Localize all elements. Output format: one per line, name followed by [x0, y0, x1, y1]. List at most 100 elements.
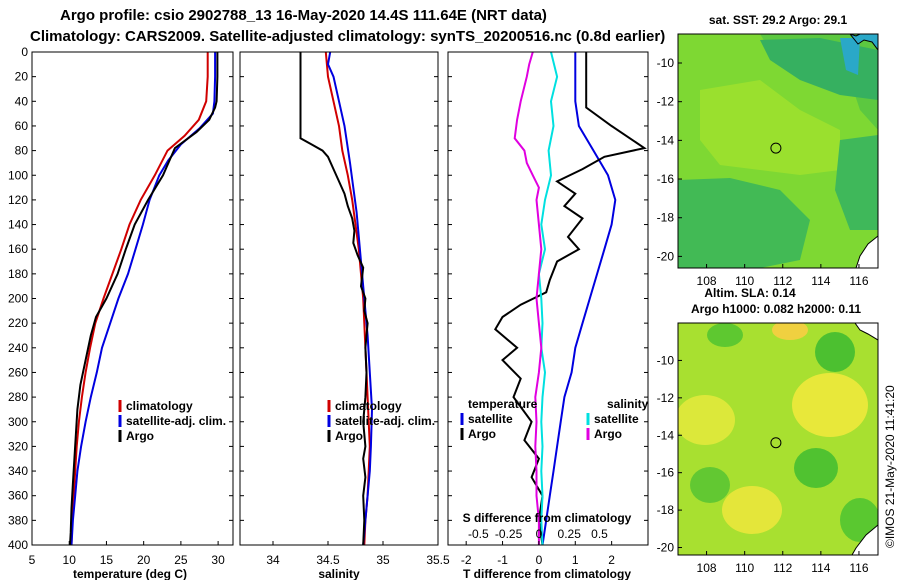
sst-map-frame — [677, 33, 879, 269]
map-lat-label: -16 — [657, 172, 675, 186]
legend-s-argo-label: Argo — [594, 427, 622, 441]
map-lat-label: -18 — [657, 503, 675, 517]
salinity-frame — [239, 51, 439, 546]
map-lon-label: 114 — [811, 274, 830, 288]
difference-legend: temperature satellite Argo salinity sate… — [460, 397, 649, 441]
map-lat-label: -10 — [657, 56, 675, 70]
x-tick-label: 35 — [376, 553, 390, 567]
map-lat-label: -20 — [657, 541, 675, 555]
x-tick-label: -1 — [497, 553, 508, 567]
depth-tick-label: 340 — [8, 464, 28, 478]
imos-timestamp: ©IMOS 21-May-2020 11:41:20 — [883, 385, 897, 548]
map-lon-label: 112 — [773, 274, 792, 288]
sst-map-axes: 108 110 112 114 116 -10 -12 -14 -16 -18 -20 — [657, 56, 869, 288]
map-lon-label: 108 — [697, 274, 717, 288]
series-line-climatology — [70, 52, 209, 545]
sla-map-frame — [677, 322, 879, 556]
map-lat-label: -14 — [657, 133, 675, 147]
salinity-x-axis: 34 34.5 35 35.5 — [266, 541, 450, 567]
sla-map-title-1: Altim. SLA: 0.14 — [704, 286, 796, 300]
depth-tick-label: 160 — [8, 242, 28, 256]
sst-cool-patch — [835, 135, 878, 230]
depth-tick-label: 260 — [8, 365, 28, 379]
x-tick-label: 34 — [266, 553, 280, 567]
map-lat-label: -10 — [657, 353, 675, 367]
x-tick-label: 10 — [63, 553, 77, 567]
temperature-series — [69, 52, 219, 545]
map-lat-label: -20 — [657, 249, 675, 263]
depth-tick-label: 320 — [8, 439, 28, 453]
depth-tick-label: 120 — [8, 193, 28, 207]
sla-high-patch — [772, 323, 808, 340]
map-lon-label: 114 — [811, 561, 830, 575]
legend-climatology-label: climatology — [126, 399, 193, 413]
legend-climatology-label: climatology — [335, 399, 402, 413]
legend-argo-label: Argo — [335, 429, 363, 443]
map-lat-label: -16 — [657, 466, 675, 480]
sst-map-title: sat. SST: 29.2 Argo: 29.1 — [709, 13, 848, 27]
map-lat-label: -14 — [657, 428, 675, 442]
series-line-satellite-adj-clim- — [70, 52, 217, 545]
sla-low-patch — [840, 498, 878, 542]
series-line-t-argo — [494, 52, 647, 545]
x-tick-label: 15 — [100, 553, 114, 567]
x-tick-label: 1 — [572, 553, 579, 567]
x-tick-label: 2 — [608, 553, 615, 567]
depth-axis: 0 20 40 60 80 100 120 140 160 180 200 220 240 260 280 3… — [8, 45, 648, 552]
salinity-legend: climatology satellite-adj. clim. Argo — [327, 399, 435, 443]
map-lat-label: -12 — [657, 95, 675, 109]
x-tick-label: 0 — [536, 553, 543, 567]
series-line-s-satellite — [537, 52, 559, 545]
x-tick-label: 30 — [211, 553, 225, 567]
map-lon-label: 108 — [697, 561, 717, 575]
map-lat-label: -12 — [657, 391, 675, 405]
series-line-climatology — [324, 52, 371, 545]
sla-high-patch — [792, 373, 868, 437]
depth-tick-label: 40 — [15, 94, 29, 108]
x-tick-label: -2 — [461, 553, 472, 567]
legend-satellite-label: satellite-adj. clim. — [126, 414, 226, 428]
legend-satellite-label: satellite-adj. clim. — [335, 414, 435, 428]
coastline — [855, 235, 878, 268]
legend-s-satellite-label: satellite — [594, 412, 639, 426]
legend-t-satellite-label: satellite — [468, 412, 513, 426]
legend-temperature-title: temperature — [468, 397, 538, 411]
legend-salinity-title: salinity — [607, 397, 649, 411]
salinity-panel: 34 34.5 35 35.5 salinity climatology satell… — [239, 51, 450, 581]
sla-low-patch — [794, 448, 838, 488]
series-line-argo — [299, 52, 369, 545]
x-tick-label: 25 — [174, 553, 188, 567]
temperature-x-axis: 5 10 15 20 25 30 — [29, 541, 225, 567]
title-line-1: Argo profile: csio 2902788_13 16-May-202… — [60, 7, 547, 24]
difference-series — [494, 52, 647, 545]
depth-tick-label: 80 — [15, 144, 29, 158]
salinity-series — [299, 52, 374, 545]
title-line-2: Climatology: CARS2009. Satellite-adjuste… — [30, 28, 665, 45]
depth-tick-label: 60 — [15, 119, 29, 133]
legend-t-argo-label: Argo — [468, 427, 496, 441]
x-tick-label: 5 — [29, 553, 36, 567]
temperature-panel: 0204060801001201401601802002202402602803… — [8, 45, 648, 581]
series-line-t-satellite — [541, 52, 617, 545]
temperature-legend: climatology satellite-adj. clim. Argo — [118, 399, 226, 443]
map-lat-label: -18 — [657, 211, 675, 225]
difference-panel: -2 -1 0 1 2 -0.5 -0.25 0 0.25 0.5 S difference f… — [447, 51, 649, 581]
difference-frame — [447, 51, 649, 546]
coastline — [854, 323, 878, 341]
sla-map-axes: 108 110 112 114 116 -10 -12 -14 -16 -18 -20 — [657, 353, 869, 575]
x-tick-label: 35.5 — [426, 553, 450, 567]
s-diff-tick-label: 0 — [536, 527, 543, 541]
sla-low-patch — [815, 332, 855, 372]
salinity-difference-axis: -0.5 -0.25 0 0.25 0.5 — [468, 527, 608, 541]
temperature-x-label: temperature (deg C) — [73, 567, 187, 580]
x-tick-label: 34.5 — [316, 553, 340, 567]
depth-tick-label: 220 — [8, 316, 28, 330]
sst-map: sat. SST: 29.2 Argo: 29.1 108 110 112 114 11… — [657, 13, 879, 288]
sla-low-patch — [690, 467, 730, 503]
difference-x-axis: -2 -1 0 1 2 — [461, 541, 615, 567]
depth-tick-label: 360 — [8, 489, 28, 503]
s-diff-tick-label: -0.5 — [468, 527, 489, 541]
depth-tick-label: 300 — [8, 415, 28, 429]
s-diff-tick-label: 0.25 — [558, 527, 582, 541]
sla-high-patch — [722, 486, 782, 534]
